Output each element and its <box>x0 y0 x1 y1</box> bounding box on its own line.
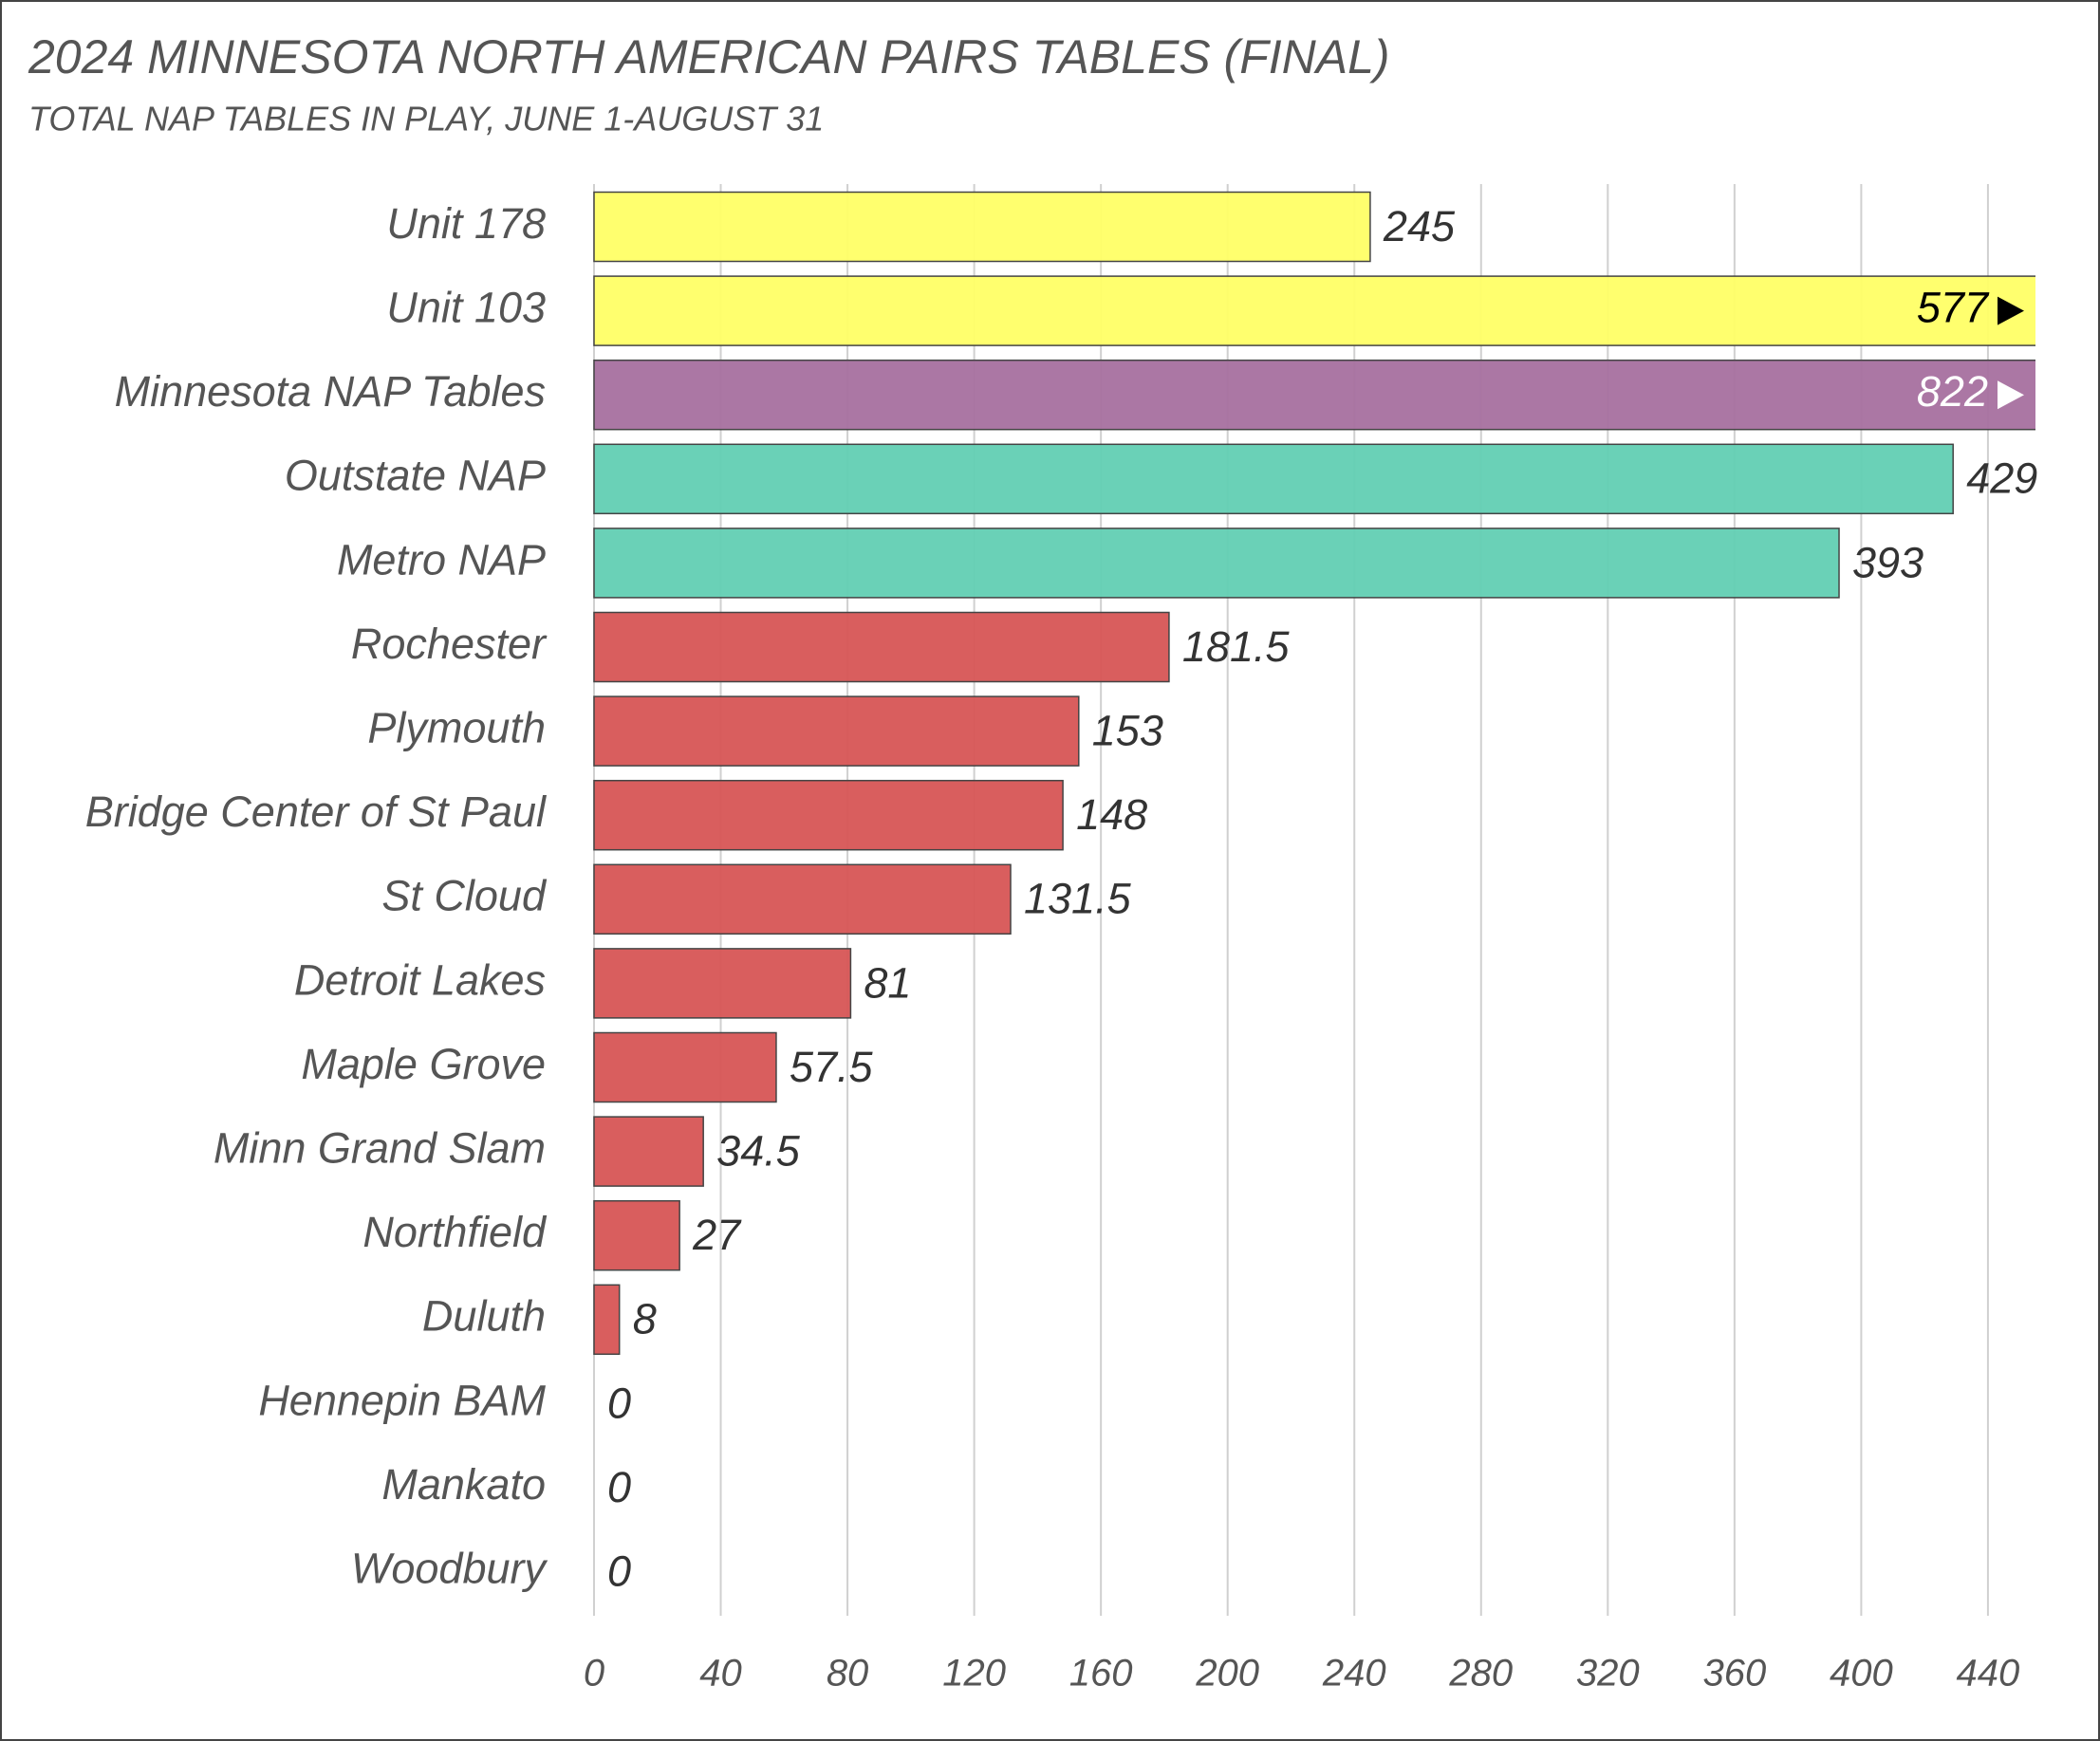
y-tick-label: Maple Grove <box>301 1040 546 1088</box>
bar <box>593 1031 777 1103</box>
y-tick-label: Hennepin BAM <box>258 1376 546 1424</box>
chart-title: 2024 MINNESOTA NORTH AMERICAN PAIRS TABL… <box>28 30 1390 83</box>
x-tick-label: 400 <box>1830 1653 1893 1695</box>
value-label: 57.5 <box>790 1043 874 1091</box>
y-tick-label: St Cloud <box>381 872 548 920</box>
bar <box>593 863 1012 935</box>
y-tick-label: Minn Grand Slam <box>214 1123 546 1172</box>
value-label: 8 <box>633 1295 657 1343</box>
x-tick-label: 40 <box>699 1653 742 1695</box>
value-label: 0 <box>607 1547 631 1595</box>
value-label: 181.5 <box>1182 622 1291 671</box>
x-tick-label: 160 <box>1069 1653 1133 1695</box>
y-tick-label: Rochester <box>351 620 548 668</box>
value-label: 393 <box>1852 538 1923 586</box>
chart-subtitle: TOTAL NAP TABLES IN PLAY, JUNE 1-AUGUST … <box>28 100 824 139</box>
bar <box>593 611 1170 683</box>
bar <box>593 191 1371 263</box>
bar <box>593 948 852 1019</box>
x-tick-label: 0 <box>584 1653 604 1695</box>
y-tick-label: Minnesota NAP Tables <box>115 367 546 416</box>
value-label: 0 <box>607 1379 631 1427</box>
x-tick-label: 360 <box>1702 1653 1766 1695</box>
value-label: 245 <box>1383 202 1456 250</box>
value-label: 81 <box>864 958 911 1007</box>
value-label: 34.5 <box>716 1126 801 1175</box>
value-label: 0 <box>607 1463 631 1511</box>
bar <box>593 275 2035 346</box>
y-tick-label: Outstate NAP <box>285 452 546 500</box>
value-label: 577 <box>1917 283 1990 331</box>
bar <box>593 359 2035 431</box>
y-tick-label: Plymouth <box>367 703 546 751</box>
bar <box>593 1116 704 1187</box>
x-tick-label: 320 <box>1576 1653 1640 1695</box>
x-tick-label: 200 <box>1195 1653 1259 1695</box>
x-tick-label: 80 <box>827 1653 869 1695</box>
bar <box>593 1284 621 1356</box>
y-tick-label: Bridge Center of St Paul <box>85 787 548 836</box>
bar <box>593 1199 680 1271</box>
value-label: 148 <box>1076 790 1147 839</box>
overflow-arrow <box>1998 296 2024 325</box>
x-tick-label: 280 <box>1448 1653 1513 1695</box>
value-label: 27 <box>692 1211 742 1259</box>
value-label: 131.5 <box>1024 875 1132 923</box>
value-label: 153 <box>1092 706 1163 754</box>
y-tick-label: Mankato <box>381 1460 546 1509</box>
value-label: 429 <box>1966 454 2037 503</box>
x-tick-label: 240 <box>1322 1653 1386 1695</box>
y-tick-label: Woodbury <box>351 1544 548 1592</box>
x-tick-label: 120 <box>942 1653 1006 1695</box>
y-tick-label: Metro NAP <box>337 535 546 583</box>
bar <box>593 528 1840 599</box>
y-tick-label: Unit 103 <box>386 283 546 331</box>
value-label: 822 <box>1917 367 1988 416</box>
y-tick-label: Unit 178 <box>386 199 546 248</box>
bar <box>593 695 1080 767</box>
x-tick-label: 440 <box>1957 1653 2020 1695</box>
y-tick-label: Detroit Lakes <box>294 955 546 1004</box>
y-tick-label: Duluth <box>422 1292 546 1341</box>
bar <box>593 443 1954 515</box>
bar <box>593 779 1064 851</box>
y-tick-label: Northfield <box>362 1208 548 1256</box>
overflow-arrow <box>1998 380 2024 410</box>
